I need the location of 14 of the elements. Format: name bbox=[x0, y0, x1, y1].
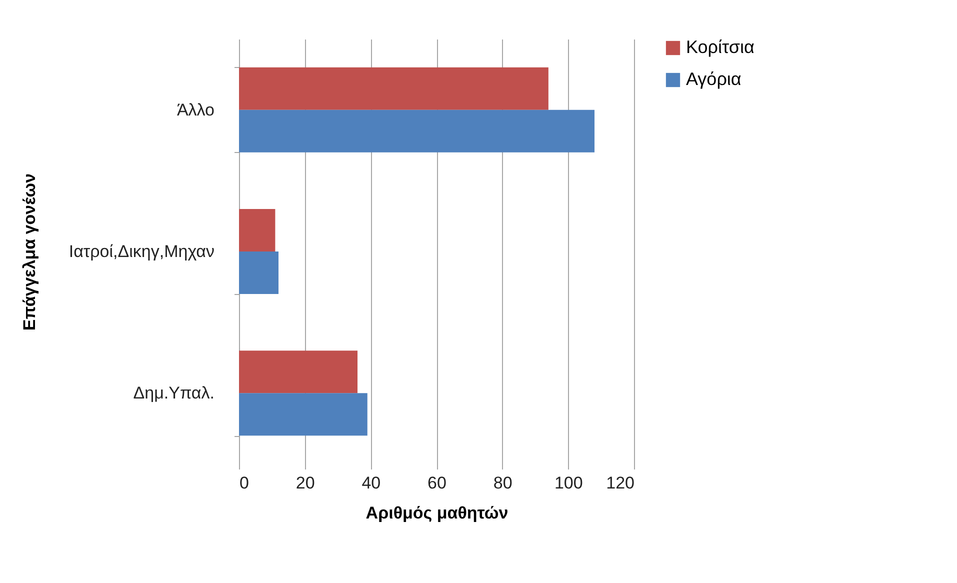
legend-label: Αγόρια bbox=[686, 69, 742, 89]
y-tick-label: Άλλο bbox=[176, 100, 214, 120]
y-axis-title: Επάγγελμα γονέων bbox=[20, 173, 39, 331]
x-tick-label: 0 bbox=[240, 474, 249, 492]
y-tick-label: Δημ.Υπαλ. bbox=[133, 384, 214, 403]
x-tick-label: 100 bbox=[554, 474, 583, 492]
legend-label: Κορίτσια bbox=[686, 37, 754, 57]
x-tick-label: 40 bbox=[362, 474, 381, 492]
x-tick-label: 60 bbox=[428, 474, 446, 492]
y-tick-label: Ιατροί,Δικηγ,Μηχαν bbox=[68, 242, 214, 261]
x-axis-title: Αριθμός μαθητών bbox=[366, 504, 508, 522]
x-tick-label: 120 bbox=[606, 474, 634, 492]
x-tick-label: 20 bbox=[296, 474, 315, 492]
x-tick-label: 80 bbox=[493, 474, 512, 492]
